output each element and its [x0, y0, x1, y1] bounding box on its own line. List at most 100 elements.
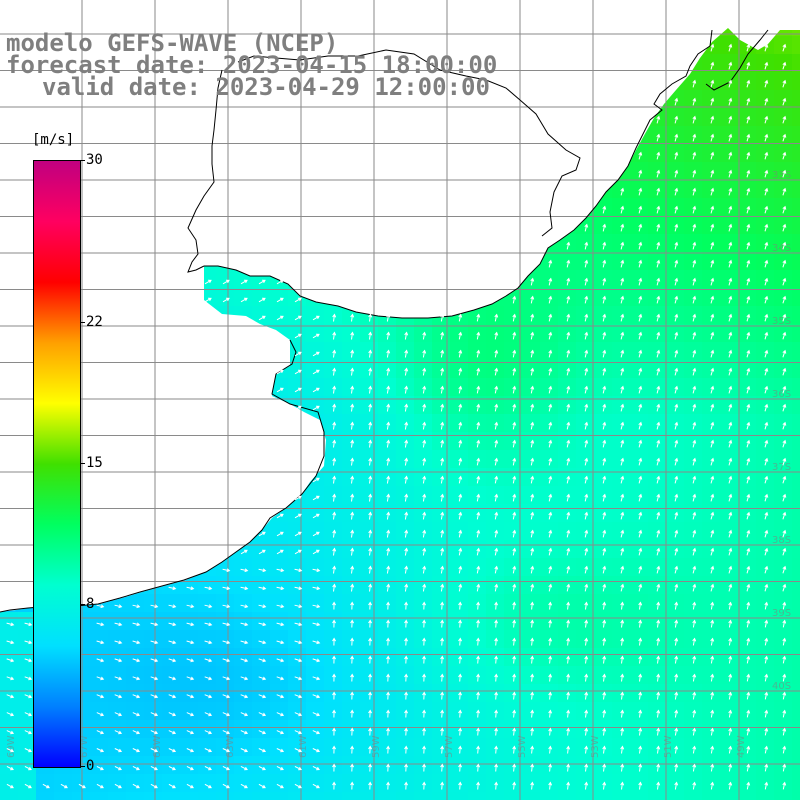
wind-arrow	[422, 781, 427, 790]
latitude-label: 33S	[772, 170, 791, 181]
wind-arrow	[764, 637, 769, 646]
wind-arrow	[764, 457, 769, 466]
wind-arrow	[782, 619, 787, 628]
wind-arrow	[692, 439, 697, 448]
wind-speed-cell	[432, 414, 451, 433]
wind-arrow	[602, 745, 607, 754]
longitude-label: 55W	[517, 735, 528, 758]
wind-arrow	[494, 385, 499, 394]
wind-arrow	[386, 781, 391, 790]
wind-arrow	[332, 367, 337, 376]
colorbar-tick-label: 15	[86, 455, 103, 471]
wind-speed-cell	[90, 684, 109, 703]
wind-speed-cell	[342, 576, 361, 595]
wind-speed-cell	[90, 612, 109, 631]
longitude-label: 57W	[444, 735, 455, 758]
wind-arrow	[548, 709, 553, 718]
wind-speed-cell	[252, 666, 271, 685]
latitude-label: 37S	[772, 462, 791, 473]
wind-speed-cell	[666, 432, 685, 451]
wind-arrow	[258, 748, 267, 753]
wind-speed-cell	[396, 360, 415, 379]
wind-arrow	[728, 781, 733, 790]
wind-arrow	[782, 781, 787, 790]
wind-arrow	[656, 673, 661, 682]
wind-speed-cell	[324, 432, 343, 451]
wind-arrow	[728, 511, 733, 520]
wind-speed-cell	[792, 540, 800, 559]
wind-speed-cell	[306, 702, 325, 721]
wind-arrow	[620, 259, 625, 268]
wind-arrow	[656, 259, 661, 268]
wind-arrow	[440, 781, 445, 790]
wind-arrow	[710, 727, 715, 736]
wind-arrow	[6, 712, 15, 717]
wind-arrow	[476, 475, 481, 484]
wind-speed-cell	[774, 252, 793, 271]
wind-arrow	[404, 439, 409, 448]
wind-speed-cell	[108, 630, 127, 649]
wind-arrow	[638, 421, 643, 430]
wind-arrow	[386, 727, 391, 736]
wind-arrow	[692, 763, 697, 772]
wind-arrow	[386, 511, 391, 520]
wind-arrow	[656, 655, 661, 664]
wind-arrow	[620, 709, 625, 718]
wind-arrow	[728, 655, 733, 664]
wind-speed-cell	[450, 450, 469, 469]
wind-speed-cell	[594, 288, 613, 307]
wind-speed-cell	[702, 72, 721, 91]
wind-speed-cell	[198, 630, 217, 649]
wind-arrow	[566, 601, 571, 610]
wind-arrow	[332, 349, 337, 358]
wind-speed-cell	[198, 720, 217, 739]
wind-arrow	[512, 601, 517, 610]
wind-speed-cell	[288, 360, 307, 379]
wind-speed-cell	[576, 234, 595, 253]
wind-arrow	[692, 277, 697, 286]
wind-speed-cell	[612, 234, 631, 253]
wind-arrow	[782, 709, 787, 718]
wind-speed-cell	[702, 234, 721, 253]
wind-speed-cell	[414, 576, 433, 595]
wind-arrow	[692, 79, 697, 88]
wind-arrow	[638, 295, 643, 304]
wind-arrow	[114, 694, 123, 699]
wind-speed-cell	[0, 684, 19, 703]
wind-speed-cell	[288, 522, 307, 541]
longitude-label: 49W	[736, 735, 747, 758]
wind-arrow	[602, 637, 607, 646]
wind-speed-cell	[252, 774, 271, 793]
wind-speed-cell	[738, 684, 757, 703]
wind-speed-cell	[558, 306, 577, 325]
wind-speed-cell	[126, 756, 145, 775]
wind-arrow	[548, 763, 553, 772]
wind-arrow	[638, 529, 643, 538]
wind-arrow	[386, 367, 391, 376]
wind-speed-cell	[684, 792, 703, 800]
wind-speed-cell	[792, 108, 800, 127]
wind-speed-cell	[414, 432, 433, 451]
wind-arrow	[746, 295, 751, 304]
wind-speed-cell	[702, 558, 721, 577]
longitude-label: 51W	[663, 735, 674, 758]
wind-speed-cell	[702, 54, 721, 73]
wind-speed-cell	[666, 450, 685, 469]
wind-speed-cell	[666, 234, 685, 253]
wind-arrow	[602, 421, 607, 430]
wind-speed-cell	[720, 774, 739, 793]
wind-arrow	[674, 691, 679, 700]
wind-speed-cell	[108, 774, 127, 793]
wind-arrow	[440, 583, 445, 592]
wind-arrow	[312, 783, 320, 789]
wind-arrow	[548, 367, 553, 376]
wind-speed-cell	[666, 720, 685, 739]
wind-arrow	[368, 313, 373, 322]
wind-speed-cell	[738, 432, 757, 451]
wind-arrow	[476, 403, 481, 412]
wind-arrow	[476, 331, 481, 340]
wind-arrow	[584, 493, 589, 502]
wind-arrow	[312, 765, 320, 771]
wind-arrow	[276, 297, 284, 303]
wind-arrow	[276, 765, 284, 771]
